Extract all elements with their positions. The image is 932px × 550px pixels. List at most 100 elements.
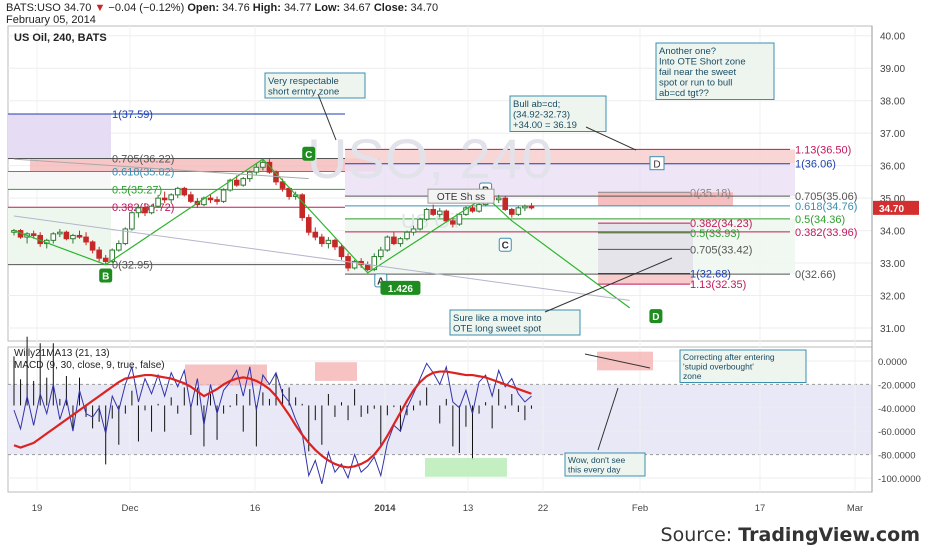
candle-body bbox=[312, 231, 319, 238]
trend-line-upper bbox=[13, 158, 309, 180]
price-pane-title: US Oil, 240, BATS bbox=[14, 32, 107, 44]
axes: 40.00 39.00 38.00 37.00 36.00 35.00 34.00 33.00… bbox=[14, 26, 921, 514]
candle-body bbox=[155, 197, 161, 207]
chart-date: February 05, 2014 bbox=[6, 14, 96, 26]
candle-body bbox=[253, 166, 260, 173]
wave-label-box bbox=[380, 280, 421, 295]
high-label: High: bbox=[252, 2, 281, 14]
zigzag-pattern: BCA1.426BCDDOTE Sh ss bbox=[13, 146, 665, 324]
down-arrow-icon: ▼ bbox=[94, 2, 106, 14]
candle-body bbox=[469, 207, 476, 212]
left-fib-zone-top bbox=[8, 114, 111, 159]
candle-body bbox=[227, 179, 233, 191]
left-fib-label: 0(32.95) bbox=[112, 260, 153, 272]
source-prefix: Source: bbox=[660, 524, 739, 546]
last-price: 34.70 bbox=[63, 2, 92, 14]
low-value: 34.67 bbox=[343, 2, 371, 14]
right-fib-label: 1.13(36.50) bbox=[795, 144, 851, 156]
candle-body bbox=[502, 197, 509, 210]
source-brand: TradingView.com bbox=[738, 524, 920, 546]
price-tick-label: 36.00 bbox=[880, 162, 905, 173]
price-tick-label: 35.00 bbox=[880, 194, 905, 205]
candle-body bbox=[57, 231, 63, 235]
annotation-text: short erntry zone bbox=[268, 87, 339, 98]
x-tick-label: 19 bbox=[32, 503, 43, 514]
annotation-text: Bull ab=cd; bbox=[513, 99, 560, 110]
wave-label-box bbox=[498, 237, 512, 252]
x-tick-label: Mar bbox=[847, 503, 863, 514]
macd-annotation-text: Correcting after entering bbox=[683, 352, 775, 362]
price-tick-label: 31.00 bbox=[880, 324, 905, 335]
price-tick-label: 37.00 bbox=[880, 129, 905, 140]
inner-fib-label: 0.382(34.23) bbox=[690, 218, 752, 230]
candle-body bbox=[76, 234, 83, 238]
annotation-text: fail near the sweet bbox=[659, 67, 736, 78]
trend-line bbox=[13, 215, 630, 301]
oversold-box bbox=[425, 458, 507, 477]
close-value: 34.70 bbox=[410, 2, 439, 14]
x-tick-label: 2014 bbox=[374, 503, 396, 514]
ote-label: OTE Sh ss bbox=[437, 192, 485, 203]
candle-body bbox=[417, 218, 423, 230]
candle-body bbox=[319, 236, 325, 245]
candle-body bbox=[181, 187, 188, 196]
high-value: 34.77 bbox=[283, 2, 312, 14]
source-credit: Source: TradingView.com bbox=[661, 524, 920, 546]
macd-annotation-text: zone bbox=[683, 371, 702, 381]
wave-label-box bbox=[302, 146, 316, 161]
wave-label: B bbox=[102, 272, 109, 283]
low-label: Low: bbox=[314, 2, 341, 14]
inner-fib-zone-low bbox=[598, 273, 693, 285]
candle-body bbox=[371, 256, 378, 271]
candle-body bbox=[63, 231, 70, 240]
annotation-text: Sure like a move into bbox=[453, 313, 542, 324]
inner-fib-label: 1(32.68) bbox=[690, 268, 731, 280]
candle-body bbox=[214, 199, 220, 202]
annotation-arrow bbox=[585, 126, 637, 151]
target-label: D bbox=[653, 160, 660, 171]
right-fib-label: 0.5(34.36) bbox=[795, 214, 845, 226]
candle-body bbox=[397, 238, 404, 245]
candle-body bbox=[338, 246, 345, 258]
left-fib-label: 1(37.59) bbox=[112, 109, 153, 121]
candle-body bbox=[436, 210, 443, 215]
left-fib-label: 0.618(35.82) bbox=[112, 166, 174, 178]
inner-fib-label: 0.705(33.42) bbox=[690, 244, 752, 256]
right-fib-zone-top bbox=[345, 149, 795, 164]
macd-annotation-arrow bbox=[597, 387, 619, 451]
left-fib-zone-mid bbox=[8, 171, 111, 190]
candle-body bbox=[89, 241, 96, 251]
candle-body bbox=[450, 220, 456, 225]
candle-body bbox=[247, 171, 253, 180]
annotation-text: (34.92-32.73) bbox=[513, 110, 570, 121]
candle-body bbox=[102, 257, 109, 262]
right-fib-label: 0.705(35.06) bbox=[795, 191, 857, 203]
candle-body bbox=[70, 234, 76, 240]
candle-body bbox=[384, 236, 391, 251]
wave-label: D bbox=[652, 312, 659, 323]
annotation-box bbox=[449, 309, 581, 336]
candle-body bbox=[142, 207, 148, 214]
candle-body bbox=[50, 233, 57, 241]
wave-label: 1.426 bbox=[388, 284, 413, 295]
symbol: BATS:USO bbox=[6, 2, 61, 14]
macd-signal-line bbox=[13, 370, 532, 469]
price-tick-label: 32.00 bbox=[880, 292, 905, 303]
price-tick-label: 38.00 bbox=[880, 97, 905, 108]
price-tick-label: 34.00 bbox=[880, 227, 905, 238]
candle-body bbox=[515, 207, 522, 215]
macd-annotation-text: this every day bbox=[568, 465, 621, 475]
candle-body bbox=[410, 228, 417, 233]
x-tick-label: 17 bbox=[755, 503, 766, 514]
candle-body bbox=[456, 213, 463, 225]
x-tick-label: 13 bbox=[463, 503, 474, 514]
annotation-text: +34.00 = 36.19 bbox=[513, 120, 577, 131]
macd-annotation-text: 'stupid overbought' bbox=[683, 362, 754, 372]
candle-body bbox=[161, 197, 168, 201]
annotation-text: OTE long sweet spot bbox=[453, 324, 542, 335]
x-tick-label: Dec bbox=[122, 503, 139, 514]
macd-tick-label: -100.0000 bbox=[878, 474, 921, 485]
inner-fib-label: 0.5(33.93) bbox=[690, 228, 740, 240]
macd-annotation-arrow bbox=[584, 353, 651, 369]
